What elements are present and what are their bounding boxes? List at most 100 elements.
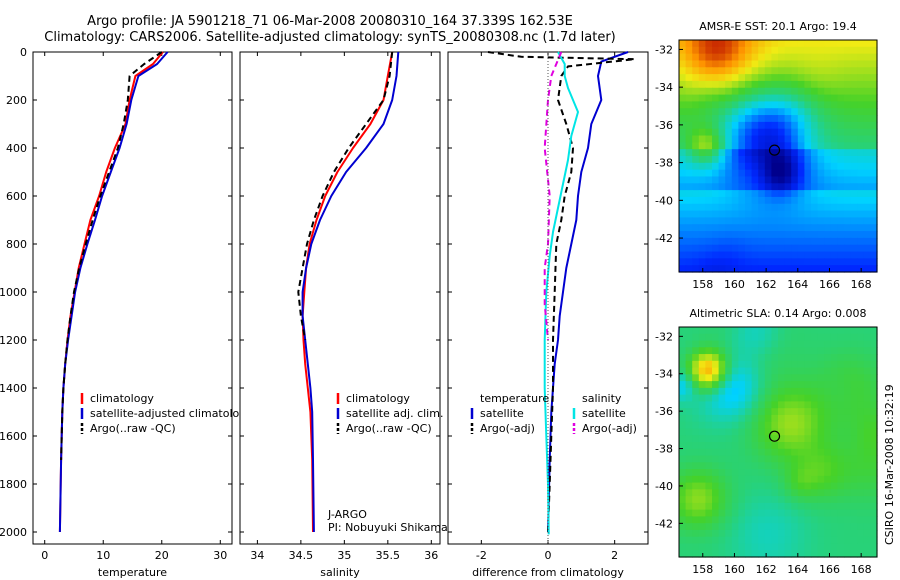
x-tick-label: 160 [724, 278, 745, 291]
heatmap-cell [791, 428, 799, 436]
heatmap-cell [797, 387, 805, 396]
heatmap-cell [751, 516, 759, 524]
heatmap-cell [870, 421, 878, 430]
heatmap-cell [837, 489, 845, 497]
heatmap-cell [811, 462, 819, 470]
heatmap-cell [751, 435, 759, 443]
heatmap-cell [857, 224, 865, 232]
heatmap-cell [745, 162, 753, 171]
heatmap-cell [685, 367, 693, 375]
heatmap-cell [725, 333, 733, 342]
heatmap-cell [791, 237, 799, 246]
heatmap-cell [751, 203, 759, 212]
heatmap-cell [718, 401, 726, 409]
heatmap-cell [751, 40, 759, 48]
heatmap-cell [791, 509, 799, 518]
heatmap-cell [817, 149, 825, 157]
heatmap-cell [751, 217, 759, 225]
heatmap-cell [857, 536, 865, 545]
heatmap-cell [712, 87, 720, 96]
heatmap-cell [758, 435, 766, 443]
heatmap-cell [797, 231, 805, 239]
heatmap-cell [692, 475, 700, 484]
heatmap-cell [824, 340, 832, 348]
heatmap-cell [797, 217, 805, 225]
heatmap-cell [844, 428, 852, 436]
heatmap-cell [844, 190, 852, 198]
heatmap-cell [850, 523, 858, 531]
heatmap-cell [731, 210, 739, 219]
heatmap-cell [698, 414, 706, 423]
legend-label: satellite [480, 407, 524, 420]
heatmap-cell [857, 176, 865, 184]
heatmap-cell [731, 94, 739, 103]
heatmap-cell [751, 367, 759, 375]
heatmap-cell [738, 183, 746, 191]
heatmap-cell [698, 176, 706, 184]
heatmap-cell [725, 435, 733, 443]
heatmap-cell [844, 327, 852, 335]
heatmap-cell [751, 162, 759, 171]
heatmap-cell [692, 80, 700, 89]
heatmap-cell [725, 169, 733, 178]
heatmap-cell [811, 448, 819, 457]
heatmap-cell [817, 169, 825, 178]
heatmap-cell [692, 74, 700, 82]
heatmap-cell [725, 265, 733, 273]
heatmap-cell [751, 210, 759, 219]
heatmap-cell [758, 482, 766, 490]
heatmap-cell [784, 80, 792, 89]
heatmap-cell [784, 237, 792, 246]
heatmap-cell [844, 121, 852, 130]
heatmap-cell [804, 327, 812, 335]
heatmap-cell [745, 94, 753, 103]
heatmap-cell [844, 224, 852, 232]
heatmap-cell [705, 462, 713, 470]
heatmap-cell [870, 448, 878, 457]
heatmap-cell [784, 87, 792, 96]
heatmap-cell [712, 340, 720, 348]
heatmap-cell [731, 196, 739, 205]
heatmap-cell [784, 265, 792, 273]
heatmap-cell [731, 101, 739, 109]
heatmap-cell [791, 121, 799, 130]
heatmap-cell [738, 401, 746, 409]
heatmap-cell [857, 251, 865, 259]
heatmap-cell [797, 101, 805, 109]
heatmap-cell [738, 360, 746, 369]
heatmap-cell [718, 340, 726, 348]
heatmap-cell [863, 244, 871, 253]
heatmap-cell [725, 231, 733, 239]
heatmap-cell [718, 469, 726, 477]
heatmap-cell [791, 142, 799, 150]
heatmap-cell [791, 217, 799, 225]
heatmap-cell [712, 462, 720, 470]
heatmap-cell [731, 244, 739, 253]
heatmap-cell [804, 203, 812, 212]
heatmap-cell [751, 354, 759, 362]
heatmap-cell [725, 387, 733, 396]
heatmap-cell [712, 489, 720, 497]
heatmap-cell [764, 183, 772, 191]
heatmap-cell [784, 115, 792, 123]
heatmap-cell [824, 529, 832, 538]
heatmap-cell [738, 135, 746, 143]
heatmap-cell [764, 529, 772, 538]
heatmap-cell [751, 421, 759, 430]
heatmap-cell [870, 509, 878, 518]
heatmap-cell [784, 475, 792, 484]
heatmap-cell [797, 115, 805, 123]
heatmap-cell [837, 516, 845, 524]
heatmap-cell [712, 176, 720, 184]
heatmap-cell [817, 333, 825, 342]
heatmap-cell [870, 536, 878, 545]
heatmap-cell [764, 60, 772, 68]
heatmap-cell [850, 516, 858, 524]
heatmap-cell [784, 169, 792, 178]
heatmap-cell [830, 258, 838, 266]
heatmap-cell [824, 203, 832, 212]
heatmap-cell [778, 135, 786, 143]
heatmap-cell [797, 258, 805, 266]
heatmap-cell [837, 523, 845, 531]
heatmap-cell [824, 210, 832, 219]
